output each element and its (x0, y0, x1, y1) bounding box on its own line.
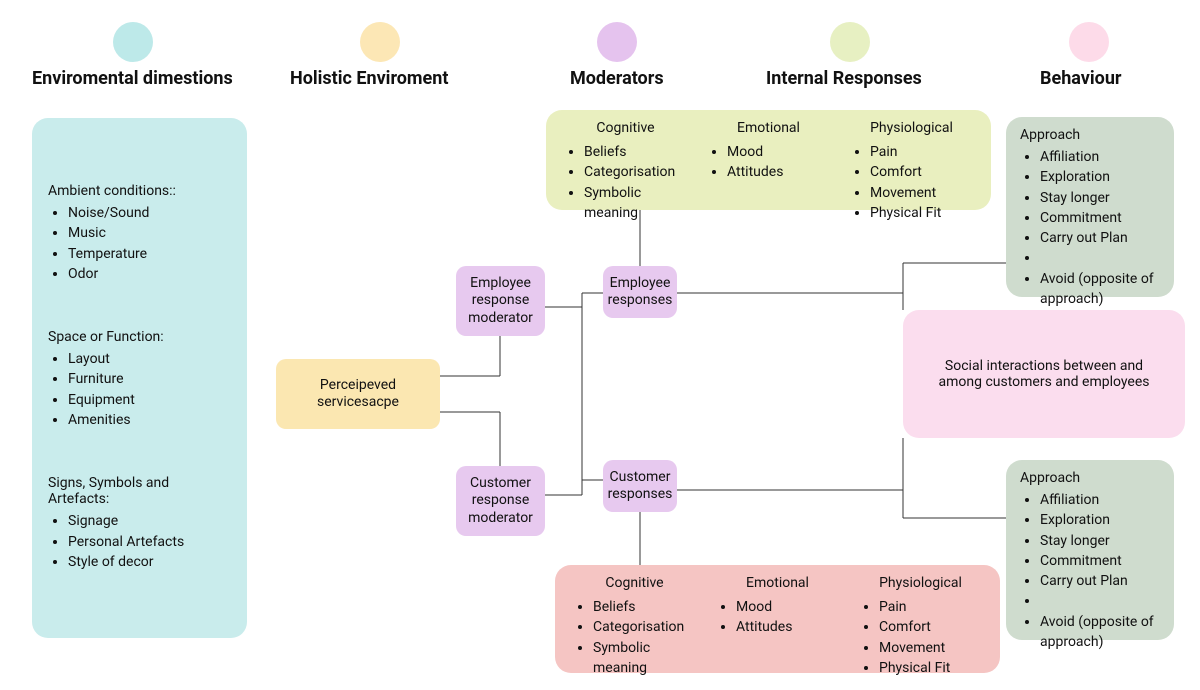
cognitive-list-2: Beliefs Categorisation Symbolic meaning (573, 597, 696, 678)
heading-int: Internal Responses (766, 68, 922, 89)
list-item: Comfort (879, 617, 982, 637)
list-item: Furniture (68, 369, 231, 389)
list-item: Temperature (68, 244, 231, 264)
list-item: Physical Fit (870, 203, 973, 223)
list-item: Categorisation (584, 162, 687, 182)
customer-moderator-label: Customer response moderator (466, 475, 535, 528)
list-item: Signage (68, 511, 231, 531)
employee-moderator-label: Employee response moderator (466, 275, 535, 328)
list-item: Symbolic meaning (593, 638, 696, 679)
list-item: Odor (68, 264, 231, 284)
perceived-servicescape-box: Perceipeved servicesacpe (276, 359, 440, 429)
behaviour-employee-box: Approach Affiliation Exploration Stay lo… (1006, 117, 1174, 297)
list-item: Stay longer (1040, 188, 1160, 208)
list-item: Equipment (68, 390, 231, 410)
list-item: Beliefs (593, 597, 696, 617)
list-item (1040, 591, 1160, 611)
list-item: Music (68, 223, 231, 243)
employee-moderator-box: Employee response moderator (456, 266, 545, 336)
list-item: Attitudes (736, 617, 839, 637)
list-item: Comfort (870, 162, 973, 182)
cognitive-title-2: Cognitive (573, 575, 696, 591)
dot-hol (360, 22, 400, 62)
ambient-title: Ambient conditions:: (48, 183, 231, 199)
list-item: Avoid (opposite of approach) (1040, 612, 1160, 653)
physiological-title-2: Physiological (859, 575, 982, 591)
list-item: Mood (727, 142, 830, 162)
space-list: Layout Furniture Equipment Amenities (48, 349, 231, 430)
heading-env: Enviromental dimestions (32, 68, 233, 89)
approach-list-1: Affiliation Exploration Stay longer Comm… (1020, 147, 1160, 309)
customer-responses-box: Customer responses (603, 460, 677, 512)
employee-responses-label: Employee responses (608, 275, 673, 310)
social-interactions-label: Social interactions between and among cu… (931, 358, 1157, 390)
internal-responses-customer-box: Cognitive Beliefs Categorisation Symboli… (555, 565, 1000, 673)
customer-responses-label: Customer responses (608, 469, 673, 504)
list-item: Commitment (1040, 208, 1160, 228)
dot-mod (597, 22, 637, 62)
cognitive-list: Beliefs Categorisation Symbolic meaning (564, 142, 687, 223)
list-item: Layout (68, 349, 231, 369)
list-item: Carry out Plan (1040, 228, 1160, 248)
list-item (1040, 248, 1160, 268)
environmental-dimensions-box: Ambient conditions:: Noise/Sound Music T… (32, 118, 247, 638)
emotional-list-2: Mood Attitudes (716, 597, 839, 638)
heading-mod: Moderators (570, 68, 664, 89)
perceived-servicescape-label: Perceipeved servicesacpe (286, 377, 430, 412)
list-item: Physical Fit (879, 658, 982, 678)
space-title: Space or Function: (48, 329, 231, 345)
dot-env (113, 22, 153, 62)
list-item: Commitment (1040, 551, 1160, 571)
social-interactions-box: Social interactions between and among cu… (903, 310, 1185, 438)
ambient-list: Noise/Sound Music Temperature Odor (48, 203, 231, 284)
signs-list: Signage Personal Artefacts Style of deco… (48, 511, 231, 572)
emotional-title-2: Emotional (716, 575, 839, 591)
list-item: Carry out Plan (1040, 571, 1160, 591)
dot-beh (1069, 22, 1109, 62)
list-item: Movement (870, 183, 973, 203)
physiological-title: Physiological (850, 120, 973, 136)
list-item: Stay longer (1040, 531, 1160, 551)
list-item: Avoid (opposite of approach) (1040, 269, 1160, 310)
approach-title-1: Approach (1020, 127, 1160, 143)
cognitive-title: Cognitive (564, 120, 687, 136)
list-item: Symbolic meaning (584, 183, 687, 224)
list-item: Style of decor (68, 552, 231, 572)
emotional-list: Mood Attitudes (707, 142, 830, 183)
list-item: Pain (879, 597, 982, 617)
emotional-title: Emotional (707, 120, 830, 136)
list-item: Attitudes (727, 162, 830, 182)
employee-responses-box: Employee responses (603, 266, 677, 318)
internal-responses-employee-box: Cognitive Beliefs Categorisation Symboli… (546, 110, 991, 210)
list-item: Pain (870, 142, 973, 162)
list-item: Exploration (1040, 510, 1160, 530)
customer-moderator-box: Customer response moderator (456, 466, 545, 536)
list-item: Amenities (68, 410, 231, 430)
physiological-list: Pain Comfort Movement Physical Fit (850, 142, 973, 223)
list-item: Personal Artefacts (68, 532, 231, 552)
approach-title-2: Approach (1020, 470, 1160, 486)
heading-beh: Behaviour (1040, 68, 1122, 89)
signs-title: Signs, Symbols and Artefacts: (48, 475, 231, 507)
list-item: Affiliation (1040, 490, 1160, 510)
list-item: Movement (879, 638, 982, 658)
list-item: Mood (736, 597, 839, 617)
dot-int (830, 22, 870, 62)
list-item: Exploration (1040, 167, 1160, 187)
list-item: Noise/Sound (68, 203, 231, 223)
behaviour-customer-box: Approach Affiliation Exploration Stay lo… (1006, 460, 1174, 640)
heading-hol: Holistic Enviroment (290, 68, 448, 89)
physiological-list-2: Pain Comfort Movement Physical Fit (859, 597, 982, 678)
list-item: Categorisation (593, 617, 696, 637)
approach-list-2: Affiliation Exploration Stay longer Comm… (1020, 490, 1160, 652)
list-item: Affiliation (1040, 147, 1160, 167)
list-item: Beliefs (584, 142, 687, 162)
